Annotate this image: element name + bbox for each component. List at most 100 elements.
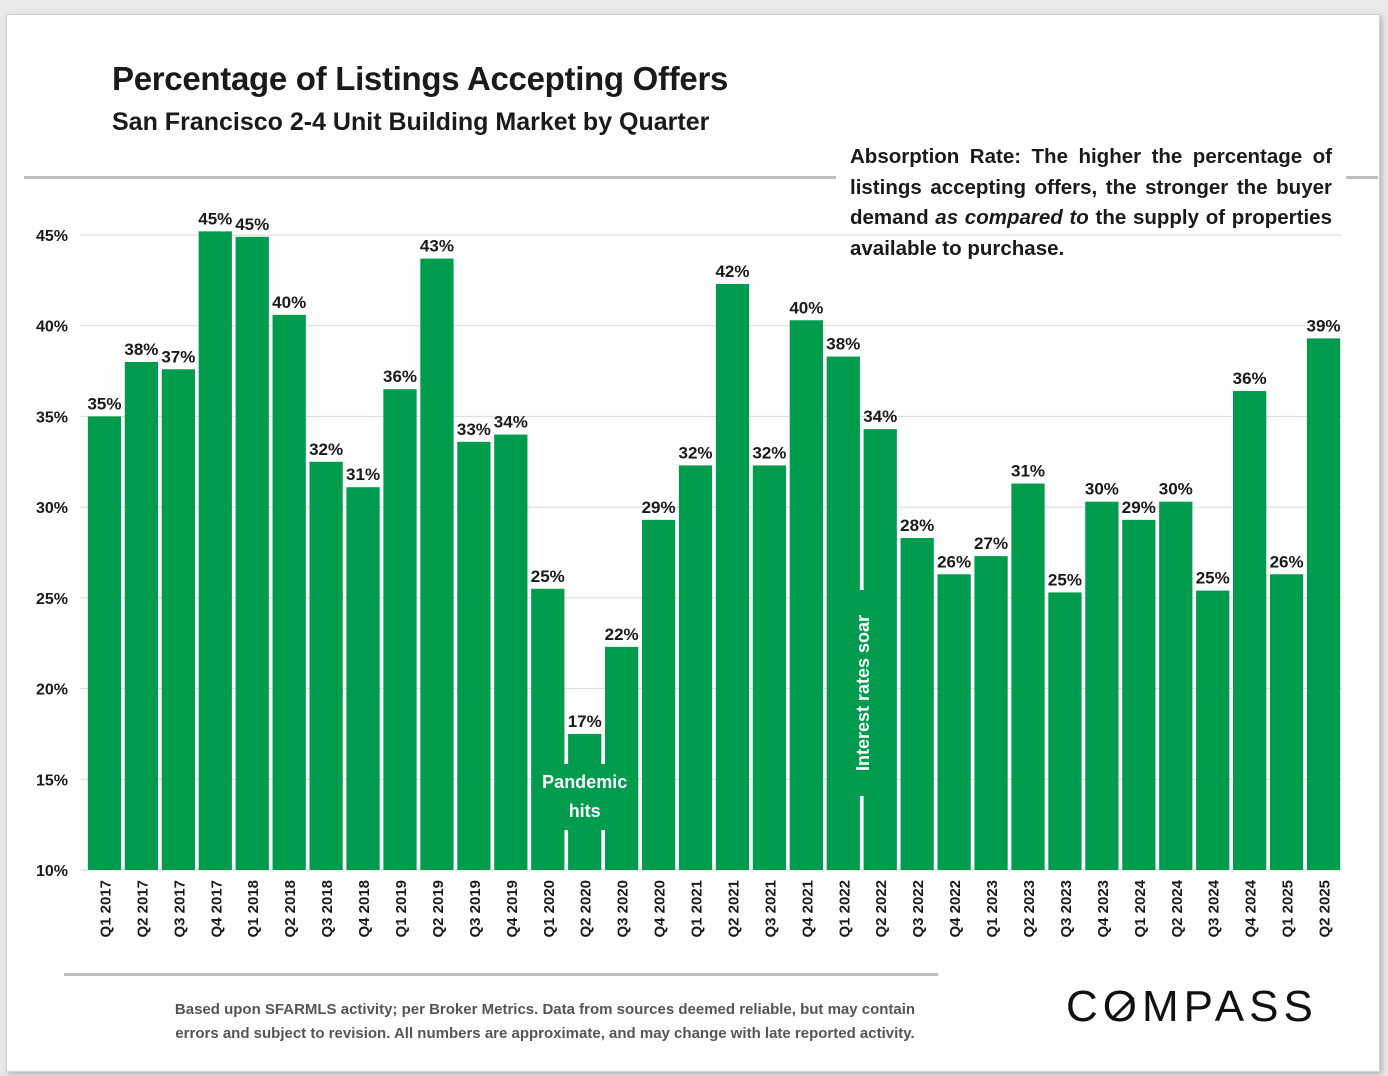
x-tick-label: Q3 2020 xyxy=(615,880,632,938)
data-label: 30% xyxy=(1159,480,1193,499)
bar xyxy=(124,362,159,870)
bar xyxy=(1159,501,1193,870)
x-tick-label: Q3 2021 xyxy=(762,880,779,938)
data-label: 40% xyxy=(272,293,306,312)
bar xyxy=(1122,519,1156,870)
bars xyxy=(87,231,1341,871)
bar xyxy=(789,320,823,870)
bar xyxy=(715,283,750,870)
data-label: 32% xyxy=(679,443,713,462)
x-tick-label: Q1 2025 xyxy=(1280,880,1297,938)
data-label: 29% xyxy=(642,498,676,517)
logo-ring-letter: O xyxy=(1102,982,1143,1031)
y-axis-ticks: 10% 15% 20% 25% 30% 35% 40% 45% xyxy=(36,228,68,880)
y-tick-label: 20% xyxy=(36,682,68,699)
data-label: 42% xyxy=(715,262,749,281)
interest-rates-annotation-box xyxy=(849,590,874,796)
interest-rates-annotation-text: Interest rates soar xyxy=(853,615,873,771)
data-labels: 35%38% 37%45% 45%40%32%31%36%43%33% 34%25%1… xyxy=(87,209,1340,731)
x-tick-label: Q1 2023 xyxy=(984,880,1001,938)
x-tick-label: Q4 2018 xyxy=(356,880,373,938)
data-label: 35% xyxy=(87,394,121,413)
x-tick-label: Q2 2021 xyxy=(725,880,742,938)
data-label: 30% xyxy=(1085,480,1119,499)
bar xyxy=(383,389,417,870)
x-tick-label: Q3 2017 xyxy=(171,880,188,938)
x-tick-label: Q4 2019 xyxy=(504,880,521,938)
bar xyxy=(87,416,122,870)
data-label: 36% xyxy=(1233,369,1267,388)
x-axis-ticks: Q1 2017 Q2 2017 Q3 2017 Q4 2017 Q1 2018 Q2 20… xyxy=(97,879,1333,937)
bar xyxy=(198,231,232,870)
bar xyxy=(1269,574,1304,870)
x-tick-label: Q3 2022 xyxy=(910,880,927,938)
bar xyxy=(161,369,195,870)
data-label: 26% xyxy=(937,552,971,571)
data-label: 25% xyxy=(531,567,565,586)
data-label: 43% xyxy=(420,237,454,256)
y-tick-label: 45% xyxy=(36,228,68,245)
chart-subtitle: San Francisco 2-4 Unit Building Market b… xyxy=(112,108,710,136)
bar xyxy=(1196,590,1230,870)
data-label: 31% xyxy=(1011,462,1045,481)
bar xyxy=(678,465,713,870)
note-emphasis: as compared to xyxy=(935,206,1089,229)
note-text-part1: Absorption Rate: The higher the percenta… xyxy=(850,145,1332,229)
bar xyxy=(1085,501,1119,870)
data-label: 32% xyxy=(309,440,343,459)
data-label: 36% xyxy=(383,367,417,386)
x-tick-label: Q2 2024 xyxy=(1169,879,1186,937)
data-label: 28% xyxy=(900,516,934,535)
x-tick-label: Q4 2021 xyxy=(799,880,816,938)
data-label: 37% xyxy=(161,347,195,366)
data-label: 39% xyxy=(1307,316,1341,335)
bar xyxy=(605,646,639,870)
compass-logo: COMPASS xyxy=(1066,982,1318,1032)
x-tick-label: Q2 2018 xyxy=(282,880,299,938)
pandemic-annotation-box xyxy=(534,764,635,830)
y-tick-label: 15% xyxy=(36,772,68,789)
x-tick-label: Q1 2021 xyxy=(689,880,706,938)
data-label: 32% xyxy=(752,443,786,462)
data-label: 45% xyxy=(198,209,232,228)
data-label: 22% xyxy=(605,625,639,644)
data-label: 38% xyxy=(124,340,158,359)
data-label: 25% xyxy=(1196,569,1230,588)
bar xyxy=(641,519,676,870)
data-label: 29% xyxy=(1122,498,1156,517)
x-tick-label: Q2 2023 xyxy=(1021,880,1038,938)
source-footnote: Based upon SFARMLS activity; per Broker … xyxy=(100,998,990,1046)
x-tick-label: Q3 2018 xyxy=(319,880,336,938)
bar xyxy=(974,556,1008,870)
data-label: 34% xyxy=(494,413,528,432)
pandemic-annotation-text: hits xyxy=(569,801,601,821)
pandemic-annotation-text: Pandemic xyxy=(542,772,627,792)
x-tick-label: Q4 2017 xyxy=(208,880,225,938)
x-tick-label: Q2 2020 xyxy=(578,880,595,938)
data-label: 45% xyxy=(235,215,269,234)
x-tick-label: Q3 2023 xyxy=(1058,880,1075,938)
bar xyxy=(494,434,528,870)
x-tick-label: Q4 2022 xyxy=(947,880,964,938)
absorption-rate-note: Absorption Rate: The higher the percenta… xyxy=(850,142,1332,264)
bar xyxy=(752,465,787,870)
chart-title: Percentage of Listings Accepting Offers xyxy=(112,60,729,97)
header-divider-right xyxy=(1346,176,1378,179)
x-tick-label: Q3 2019 xyxy=(467,880,484,938)
x-tick-label: Q4 2020 xyxy=(652,880,669,938)
x-tick-label: Q2 2022 xyxy=(873,880,890,938)
x-tick-label: Q1 2019 xyxy=(393,880,410,938)
data-label: 38% xyxy=(826,335,860,354)
x-tick-label: Q1 2018 xyxy=(245,880,262,938)
logo-letters-start: C xyxy=(1066,982,1103,1031)
bar xyxy=(937,574,971,870)
bar xyxy=(309,461,343,870)
header-divider-left xyxy=(24,176,836,179)
y-tick-label: 25% xyxy=(36,591,68,608)
data-label: 25% xyxy=(1048,570,1082,589)
x-tick-label: Q3 2024 xyxy=(1206,879,1223,937)
x-tick-label: Q2 2019 xyxy=(430,880,447,938)
bar xyxy=(1233,391,1267,870)
bar xyxy=(1306,338,1341,870)
